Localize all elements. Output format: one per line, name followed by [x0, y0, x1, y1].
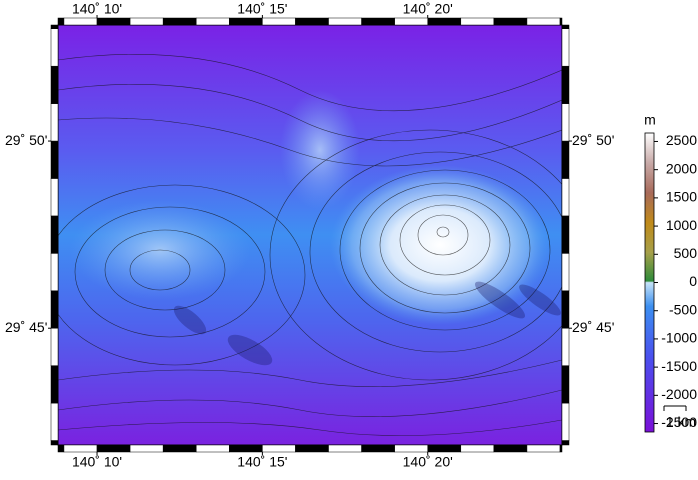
frame-segment — [195, 444, 230, 453]
frame-segment — [262, 444, 296, 453]
lat-label-right: 29˚ 50' — [572, 132, 614, 148]
frame-segment — [50, 290, 59, 329]
lat-label-right: 29˚ 45' — [572, 319, 614, 335]
lon-label-top: 140˚ 20' — [403, 1, 453, 17]
frame-segment — [50, 402, 59, 441]
lon-label-bottom: 140˚ 15' — [237, 454, 287, 470]
frame-segment — [460, 444, 495, 453]
frame-segment — [361, 444, 395, 453]
degree-frame — [50, 17, 570, 453]
frame-segment — [559, 444, 563, 453]
frame-segment — [57, 444, 65, 453]
lon-label-top: 140˚ 15' — [237, 1, 287, 17]
frame-segment — [561, 327, 570, 366]
frame-segment — [561, 65, 570, 104]
frame-segment — [561, 103, 570, 142]
colorbar-unit: m — [644, 112, 656, 128]
lat-label-left: 29˚ 45' — [5, 319, 47, 335]
frame-segment — [561, 440, 570, 446]
lat-label-left: 29˚ 50' — [5, 132, 47, 148]
colorbar-tick-label: 2500 — [666, 132, 697, 148]
colorbar-tick-label: 0 — [689, 273, 697, 289]
frame-segment — [50, 28, 59, 67]
frame-segment — [195, 17, 230, 26]
colorbar-tick-label: -1500 — [661, 358, 697, 374]
frame-segment — [561, 365, 570, 404]
frame-segment — [262, 17, 296, 26]
frame-segment — [561, 290, 570, 329]
frame-segment — [493, 17, 528, 26]
colorbar-tick-label: 2000 — [666, 160, 697, 176]
frame-segment — [50, 103, 59, 142]
frame-segment — [561, 215, 570, 254]
frame-segment — [427, 17, 462, 26]
frame-segment — [50, 440, 59, 446]
frame-segment — [559, 17, 563, 26]
frame-segment — [394, 444, 428, 453]
frame-segment — [526, 444, 561, 453]
colorbar-tick-label: 1500 — [666, 189, 697, 205]
frame-segment — [50, 24, 59, 29]
frame-segment — [328, 17, 362, 26]
frame-segment — [361, 17, 395, 26]
frame-segment — [63, 17, 98, 26]
colorbar — [644, 132, 655, 433]
frame-segment — [96, 444, 131, 453]
frame-segment — [50, 178, 59, 217]
lon-label-bottom: 140˚ 20' — [403, 454, 453, 470]
colorbar-tick-label: -2500 — [661, 414, 697, 430]
scale-bar-label: 1 km — [666, 414, 696, 430]
frame-segment — [561, 28, 570, 67]
colorbar-tick-label: 500 — [674, 245, 698, 261]
frame-segment — [50, 215, 59, 254]
frame-segment — [394, 17, 428, 26]
frame-segment — [63, 444, 98, 453]
frame-segment — [162, 444, 197, 453]
frame-segment — [162, 17, 197, 26]
colorbar-tick-label: -500 — [669, 301, 697, 317]
frame-segment — [50, 365, 59, 404]
frame-segment — [561, 178, 570, 217]
frame-segment — [129, 444, 164, 453]
colorbar-tick-label: 1000 — [666, 217, 697, 233]
frame-segment — [96, 17, 131, 26]
lon-label-bottom: 140˚ 10' — [72, 454, 122, 470]
frame-segment — [295, 444, 329, 453]
colorbar-tick-label: -1000 — [661, 330, 697, 346]
frame-segment — [561, 402, 570, 441]
colorbar-tick-label: -2000 — [661, 386, 697, 402]
frame-segment — [295, 17, 329, 26]
frame-segment — [50, 327, 59, 366]
frame-segment — [328, 444, 362, 453]
frame-segment — [57, 17, 65, 26]
frame-segment — [50, 253, 59, 292]
frame-segment — [427, 444, 462, 453]
lon-label-top: 140˚ 10' — [72, 1, 122, 17]
bathymetry — [58, 25, 562, 445]
frame-segment — [229, 444, 263, 453]
frame-segment — [50, 140, 59, 179]
frame-segment — [493, 444, 528, 453]
frame-segment — [50, 65, 59, 104]
frame-segment — [561, 253, 570, 292]
frame-segment — [526, 17, 561, 26]
frame-segment — [561, 24, 570, 29]
frame-segment — [460, 17, 495, 26]
frame-segment — [229, 17, 263, 26]
frame-segment — [129, 17, 164, 26]
frame-segment — [561, 140, 570, 179]
